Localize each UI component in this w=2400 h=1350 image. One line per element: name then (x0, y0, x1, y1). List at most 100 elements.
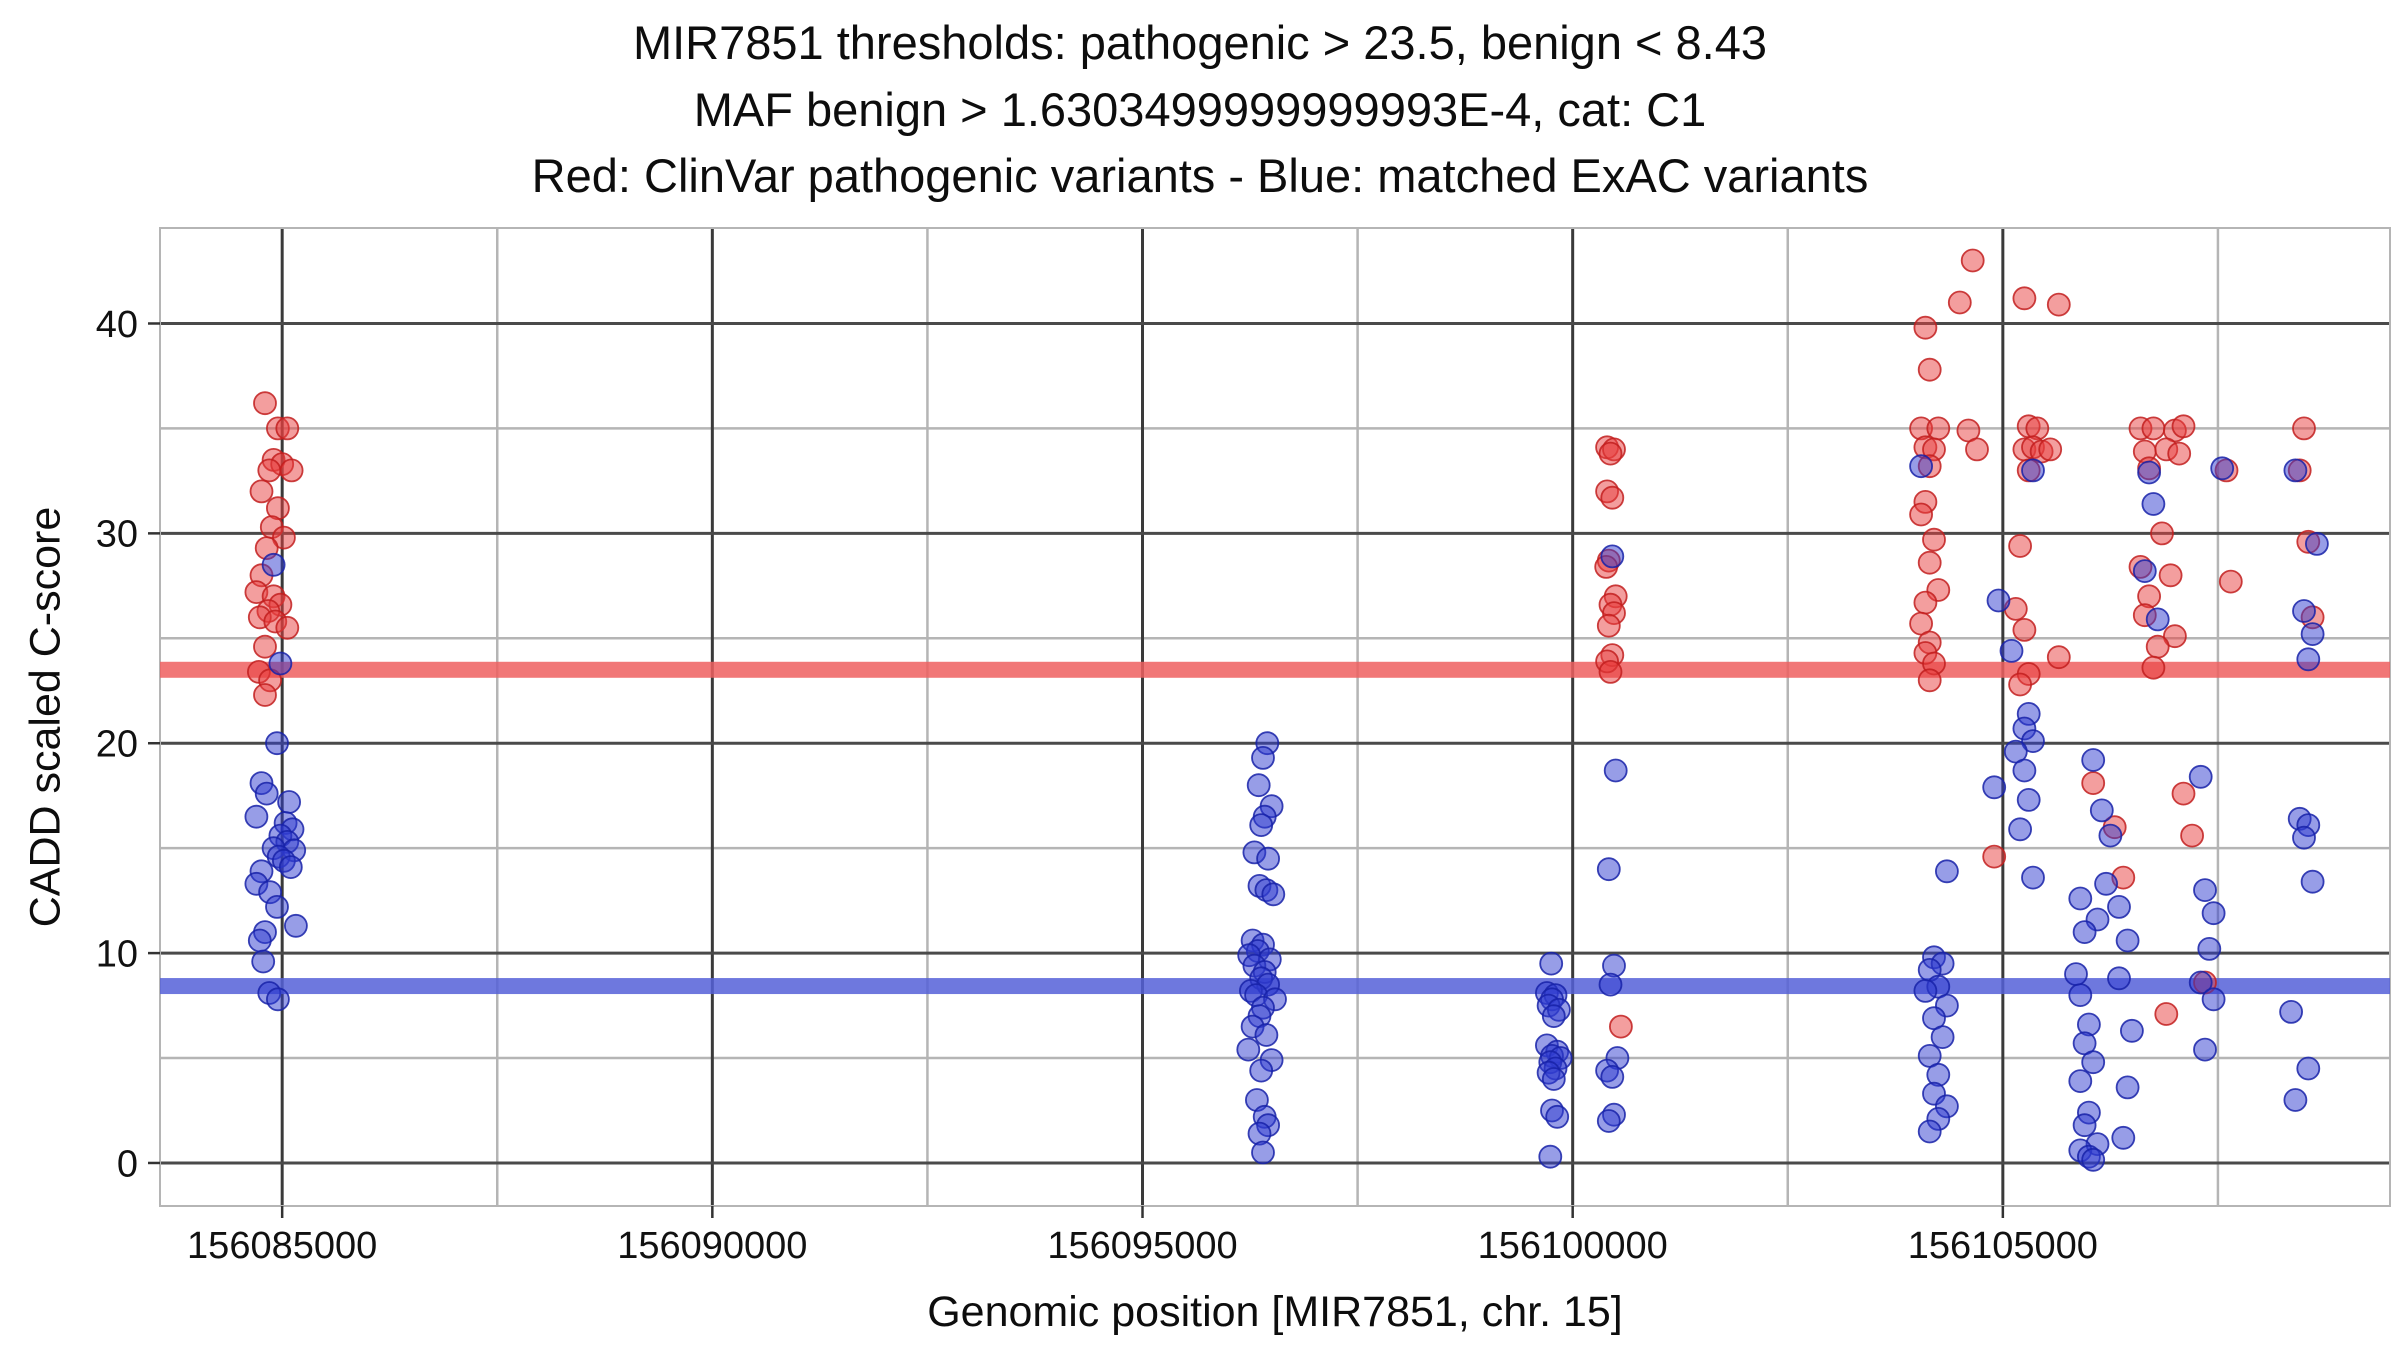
data-point (277, 790, 302, 814)
data-point (268, 651, 293, 676)
y-tick-label: 20 (96, 724, 138, 766)
data-point (2068, 1069, 2093, 1093)
data-point (249, 479, 274, 504)
data-point (2115, 1075, 2140, 1100)
data-point (1917, 668, 1942, 693)
data-point (1909, 454, 1933, 479)
data-point (1596, 613, 1621, 638)
data-point (265, 987, 290, 1012)
data-point (1251, 1140, 1275, 1165)
data-point (2283, 1088, 2308, 1112)
data-point (2064, 962, 2088, 986)
panel-border (159, 227, 2391, 1207)
data-point (1539, 951, 1564, 976)
x-tick-label: 156100000 (1478, 1225, 1668, 1267)
data-point (1935, 859, 1959, 884)
data-point (2081, 748, 2106, 772)
data-point (2038, 437, 2063, 462)
data-point (1600, 544, 1625, 569)
data-point (1982, 844, 2007, 869)
data-point (2081, 1147, 2106, 1172)
data-point (1922, 527, 1946, 552)
data-point (2068, 886, 2093, 911)
data-point (2089, 798, 2114, 823)
y-tick-label: 10 (96, 933, 138, 975)
data-point (1603, 758, 1628, 783)
data-point (2180, 823, 2205, 848)
data-point (265, 731, 289, 756)
data-point (247, 928, 272, 953)
threshold-bands (160, 661, 2390, 995)
x-tick-label: 156095000 (1047, 1225, 1237, 1267)
data-point (1982, 775, 2007, 800)
title-line-legend: Red: ClinVar pathogenic variants - Blue:… (531, 149, 1869, 203)
data-point (2072, 1113, 2097, 1138)
data-point (279, 458, 304, 483)
data-point (2107, 966, 2131, 991)
data-point (1246, 773, 1271, 798)
data-point (2300, 869, 2325, 894)
data-point (2012, 618, 2037, 642)
data-point (1917, 1119, 1942, 1144)
y-tick-label: 0 (117, 1143, 138, 1185)
x-tick-label: 156090000 (617, 1225, 807, 1267)
data-point (2210, 456, 2235, 481)
data-point (1960, 248, 1985, 273)
data-point (2150, 521, 2174, 546)
data-point (2098, 823, 2123, 848)
data-point (261, 552, 286, 577)
data-point (2188, 764, 2213, 789)
pathogenic-threshold (160, 661, 2390, 678)
data-point (1926, 416, 1951, 441)
data-point (1251, 746, 1275, 770)
data-point (2145, 607, 2170, 632)
data-point (2008, 672, 2032, 697)
data-point (253, 683, 277, 707)
data-point (2046, 645, 2071, 670)
x-tick-label: 156105000 (1908, 1225, 2098, 1267)
data-point (2107, 895, 2131, 919)
data-point (254, 781, 279, 806)
data-point (257, 458, 282, 483)
data-point (1930, 1025, 1955, 1049)
data-point (2141, 416, 2166, 441)
data-point (1236, 1037, 1261, 1062)
data-point (2016, 788, 2041, 812)
data-point (2167, 441, 2192, 466)
data-point (1913, 590, 1938, 615)
data-point (2008, 817, 2032, 842)
data-point (1600, 485, 1625, 510)
data-point (2171, 414, 2196, 439)
data-point (283, 913, 308, 938)
data-point (2171, 781, 2196, 806)
axis-ticks-labels: 156085000 156090000 156095000 156100000 1561… (96, 304, 2098, 1267)
data-point (1986, 588, 2011, 613)
data-point (2008, 534, 2032, 558)
data-point (251, 949, 276, 974)
data-point (2193, 1037, 2217, 1062)
data-point (2283, 458, 2308, 483)
data-point (2046, 292, 2071, 317)
data-point (2141, 492, 2166, 516)
data-point (275, 416, 300, 441)
data-point (1609, 1014, 1633, 1039)
data-point (275, 615, 300, 640)
data-point (1249, 813, 1274, 837)
data-point (2115, 928, 2140, 953)
data-point (244, 804, 269, 829)
data-point (1917, 550, 1942, 575)
data-point (2292, 825, 2316, 850)
data-point (1598, 441, 1623, 466)
data-point (2145, 634, 2170, 659)
data-point (1541, 1067, 1566, 1091)
data-point (2021, 458, 2045, 483)
data-point (1261, 882, 1286, 907)
data-point (2021, 729, 2045, 753)
data-point (2188, 970, 2213, 995)
data-point (2154, 1002, 2179, 1026)
data-point (278, 855, 303, 879)
data-point (2137, 460, 2162, 485)
data-point (1256, 846, 1280, 871)
data-point (2111, 1125, 2136, 1150)
data-point (2081, 771, 2106, 795)
